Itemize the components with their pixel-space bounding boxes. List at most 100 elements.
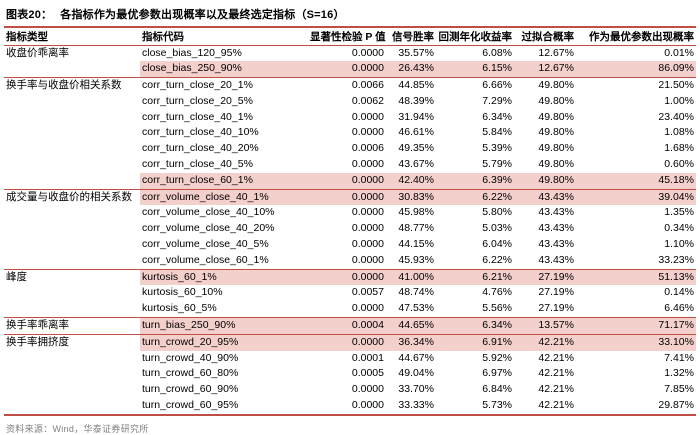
cell-p-value: 0.0000 <box>308 301 386 319</box>
cell-overfit-prob: 27.19% <box>514 269 576 286</box>
table-row: 峰度 kurtosis_60_1% 0.0000 41.00% 6.21% 27… <box>4 269 696 286</box>
cell-optimal-prob: 1.08% <box>664 126 694 139</box>
cell-optimal-prob: 0.34% <box>664 222 694 235</box>
table-row: corr_turn_close_60_1% 0.0000 42.40% 6.39… <box>4 172 696 190</box>
cell-indicator-code: corr_turn_close_40_1% <box>142 110 253 123</box>
cell-indicator-code: turn_crowd_60_90% <box>142 383 239 396</box>
cell-win-rate: 35.57% <box>398 46 434 59</box>
cell-optimal-prob: 33.10% <box>576 334 696 351</box>
cell-optimal-prob: 0.14% <box>664 286 694 299</box>
cell-p-value: 0.0000 <box>351 206 384 219</box>
cell-win-rate: 26.43% <box>386 61 436 79</box>
cell-indicator-type: 换手率与收盘价相关系数 <box>6 79 122 92</box>
cell-p-value: 0.0006 <box>351 142 384 155</box>
cell-overfit-prob: 43.43% <box>514 252 576 270</box>
cell-optimal-prob: 21.50% <box>658 79 694 92</box>
cell-win-rate: 36.34% <box>386 334 436 351</box>
cell-p-value: 0.0000 <box>351 126 384 139</box>
cell-indicator-type <box>4 382 140 398</box>
cell-win-rate: 44.67% <box>398 351 434 364</box>
cell-annual-return: 5.03% <box>482 222 512 235</box>
cell-indicator-code: corr_turn_close_60_1% <box>140 172 308 190</box>
table-row: turn_crowd_60_80% 0.0005 49.04% 6.97% 42… <box>4 366 696 382</box>
cell-indicator-code: kurtosis_60_10% <box>142 286 223 299</box>
cell-p-value: 0.0000 <box>351 399 384 412</box>
cell-overfit-prob: 42.21% <box>538 383 574 396</box>
cell-indicator-type <box>4 94 140 110</box>
table-row: 换手率乖离率 turn_bias_250_90% 0.0004 44.65% 6… <box>4 317 696 335</box>
cell-annual-return: 5.56% <box>436 301 514 319</box>
cell-optimal-prob: 7.41% <box>664 351 694 364</box>
table-row: close_bias_250_90% 0.0000 26.43% 6.15% 1… <box>4 61 696 79</box>
cell-indicator-code: turn_crowd_20_95% <box>140 334 308 351</box>
cell-win-rate: 33.70% <box>398 383 434 396</box>
cell-optimal-prob: 0.01% <box>664 46 694 59</box>
col-header-indicator-code: 指标代码 <box>140 28 308 46</box>
cell-indicator-type: 换手率乖离率 <box>4 317 140 335</box>
table-row: turn_crowd_40_90% 0.0001 44.67% 5.92% 42… <box>4 351 696 367</box>
cell-overfit-prob: 49.80% <box>538 126 574 139</box>
cell-indicator-code: corr_turn_close_40_20% <box>142 142 259 155</box>
cell-annual-return: 5.73% <box>482 399 512 412</box>
cell-win-rate: 46.61% <box>398 126 434 139</box>
cell-win-rate: 49.04% <box>398 367 434 380</box>
cell-annual-return: 6.15% <box>436 61 514 79</box>
cell-p-value: 0.0000 <box>308 252 386 270</box>
cell-overfit-prob: 42.21% <box>538 399 574 412</box>
cell-overfit-prob: 49.80% <box>538 142 574 155</box>
cell-p-value: 0.0000 <box>308 269 386 286</box>
cell-indicator-code: turn_bias_250_90% <box>140 317 308 335</box>
cell-indicator-type <box>4 61 140 79</box>
cell-indicator-code: turn_crowd_60_95% <box>142 399 239 412</box>
cell-p-value: 0.0004 <box>308 317 386 335</box>
cell-annual-return: 6.66% <box>482 79 512 92</box>
cell-overfit-prob: 43.43% <box>538 206 574 219</box>
cell-annual-return: 5.39% <box>482 142 512 155</box>
cell-annual-return: 6.97% <box>482 367 512 380</box>
cell-p-value: 0.0000 <box>308 189 386 206</box>
col-header-indicator-type: 指标类型 <box>4 28 140 46</box>
cell-annual-return: 7.29% <box>482 94 512 107</box>
table-row: 成交量与收盘价的相关系数 corr_volume_close_40_1% 0.0… <box>4 189 696 206</box>
cell-win-rate: 45.93% <box>386 252 436 270</box>
cell-indicator-type: 成交量与收盘价的相关系数 <box>6 190 132 203</box>
cell-p-value: 0.0000 <box>351 158 384 171</box>
cell-indicator-code: corr_turn_close_40_5% <box>142 158 253 171</box>
cell-win-rate: 42.40% <box>386 172 436 190</box>
cell-annual-return: 6.91% <box>436 334 514 351</box>
table-row: corr_turn_close_40_1% 0.0000 31.94% 6.34… <box>4 110 696 126</box>
cell-annual-return: 4.76% <box>482 286 512 299</box>
cell-overfit-prob: 42.21% <box>538 351 574 364</box>
cell-overfit-prob: 12.67% <box>514 61 576 79</box>
cell-overfit-prob: 49.80% <box>538 110 574 123</box>
cell-annual-return: 6.21% <box>436 269 514 286</box>
cell-p-value: 0.0066 <box>351 79 384 92</box>
cell-overfit-prob: 42.21% <box>538 367 574 380</box>
table-row: corr_volume_close_40_5% 0.0000 44.15% 6.… <box>4 237 696 253</box>
table-row: kurtosis_60_10% 0.0057 48.74% 4.76% 27.1… <box>4 285 696 301</box>
cell-annual-return: 6.34% <box>482 110 512 123</box>
cell-win-rate: 33.33% <box>398 399 434 412</box>
figure-title-text: 各指标作为最优参数出现概率以及最终选定指标（S=16） <box>60 9 345 21</box>
cell-overfit-prob: 49.80% <box>538 158 574 171</box>
cell-annual-return: 5.80% <box>482 206 512 219</box>
cell-indicator-type <box>4 157 140 173</box>
source-note: 资料来源：Wind，华泰证券研究所 <box>6 423 149 434</box>
cell-overfit-prob: 43.43% <box>538 238 574 251</box>
table-row: corr_turn_close_20_5% 0.0062 48.39% 7.29… <box>4 94 696 110</box>
cell-overfit-prob: 49.80% <box>514 172 576 190</box>
cell-indicator-code: turn_crowd_40_90% <box>142 351 239 364</box>
cell-indicator-code: corr_turn_close_20_1% <box>142 79 253 92</box>
cell-overfit-prob: 49.80% <box>538 79 574 92</box>
cell-win-rate: 47.53% <box>386 301 436 319</box>
cell-indicator-type <box>4 398 140 415</box>
cell-win-rate: 48.77% <box>398 222 434 235</box>
cell-annual-return: 6.39% <box>436 172 514 190</box>
cell-overfit-prob: 13.57% <box>514 317 576 335</box>
cell-p-value: 0.0000 <box>351 222 384 235</box>
cell-indicator-code: turn_crowd_60_80% <box>142 367 239 380</box>
table-row: corr_volume_close_40_10% 0.0000 45.98% 5… <box>4 205 696 221</box>
cell-indicator-code: corr_volume_close_60_1% <box>140 252 308 270</box>
cell-p-value: 0.0000 <box>351 383 384 396</box>
cell-overfit-prob: 43.43% <box>538 222 574 235</box>
